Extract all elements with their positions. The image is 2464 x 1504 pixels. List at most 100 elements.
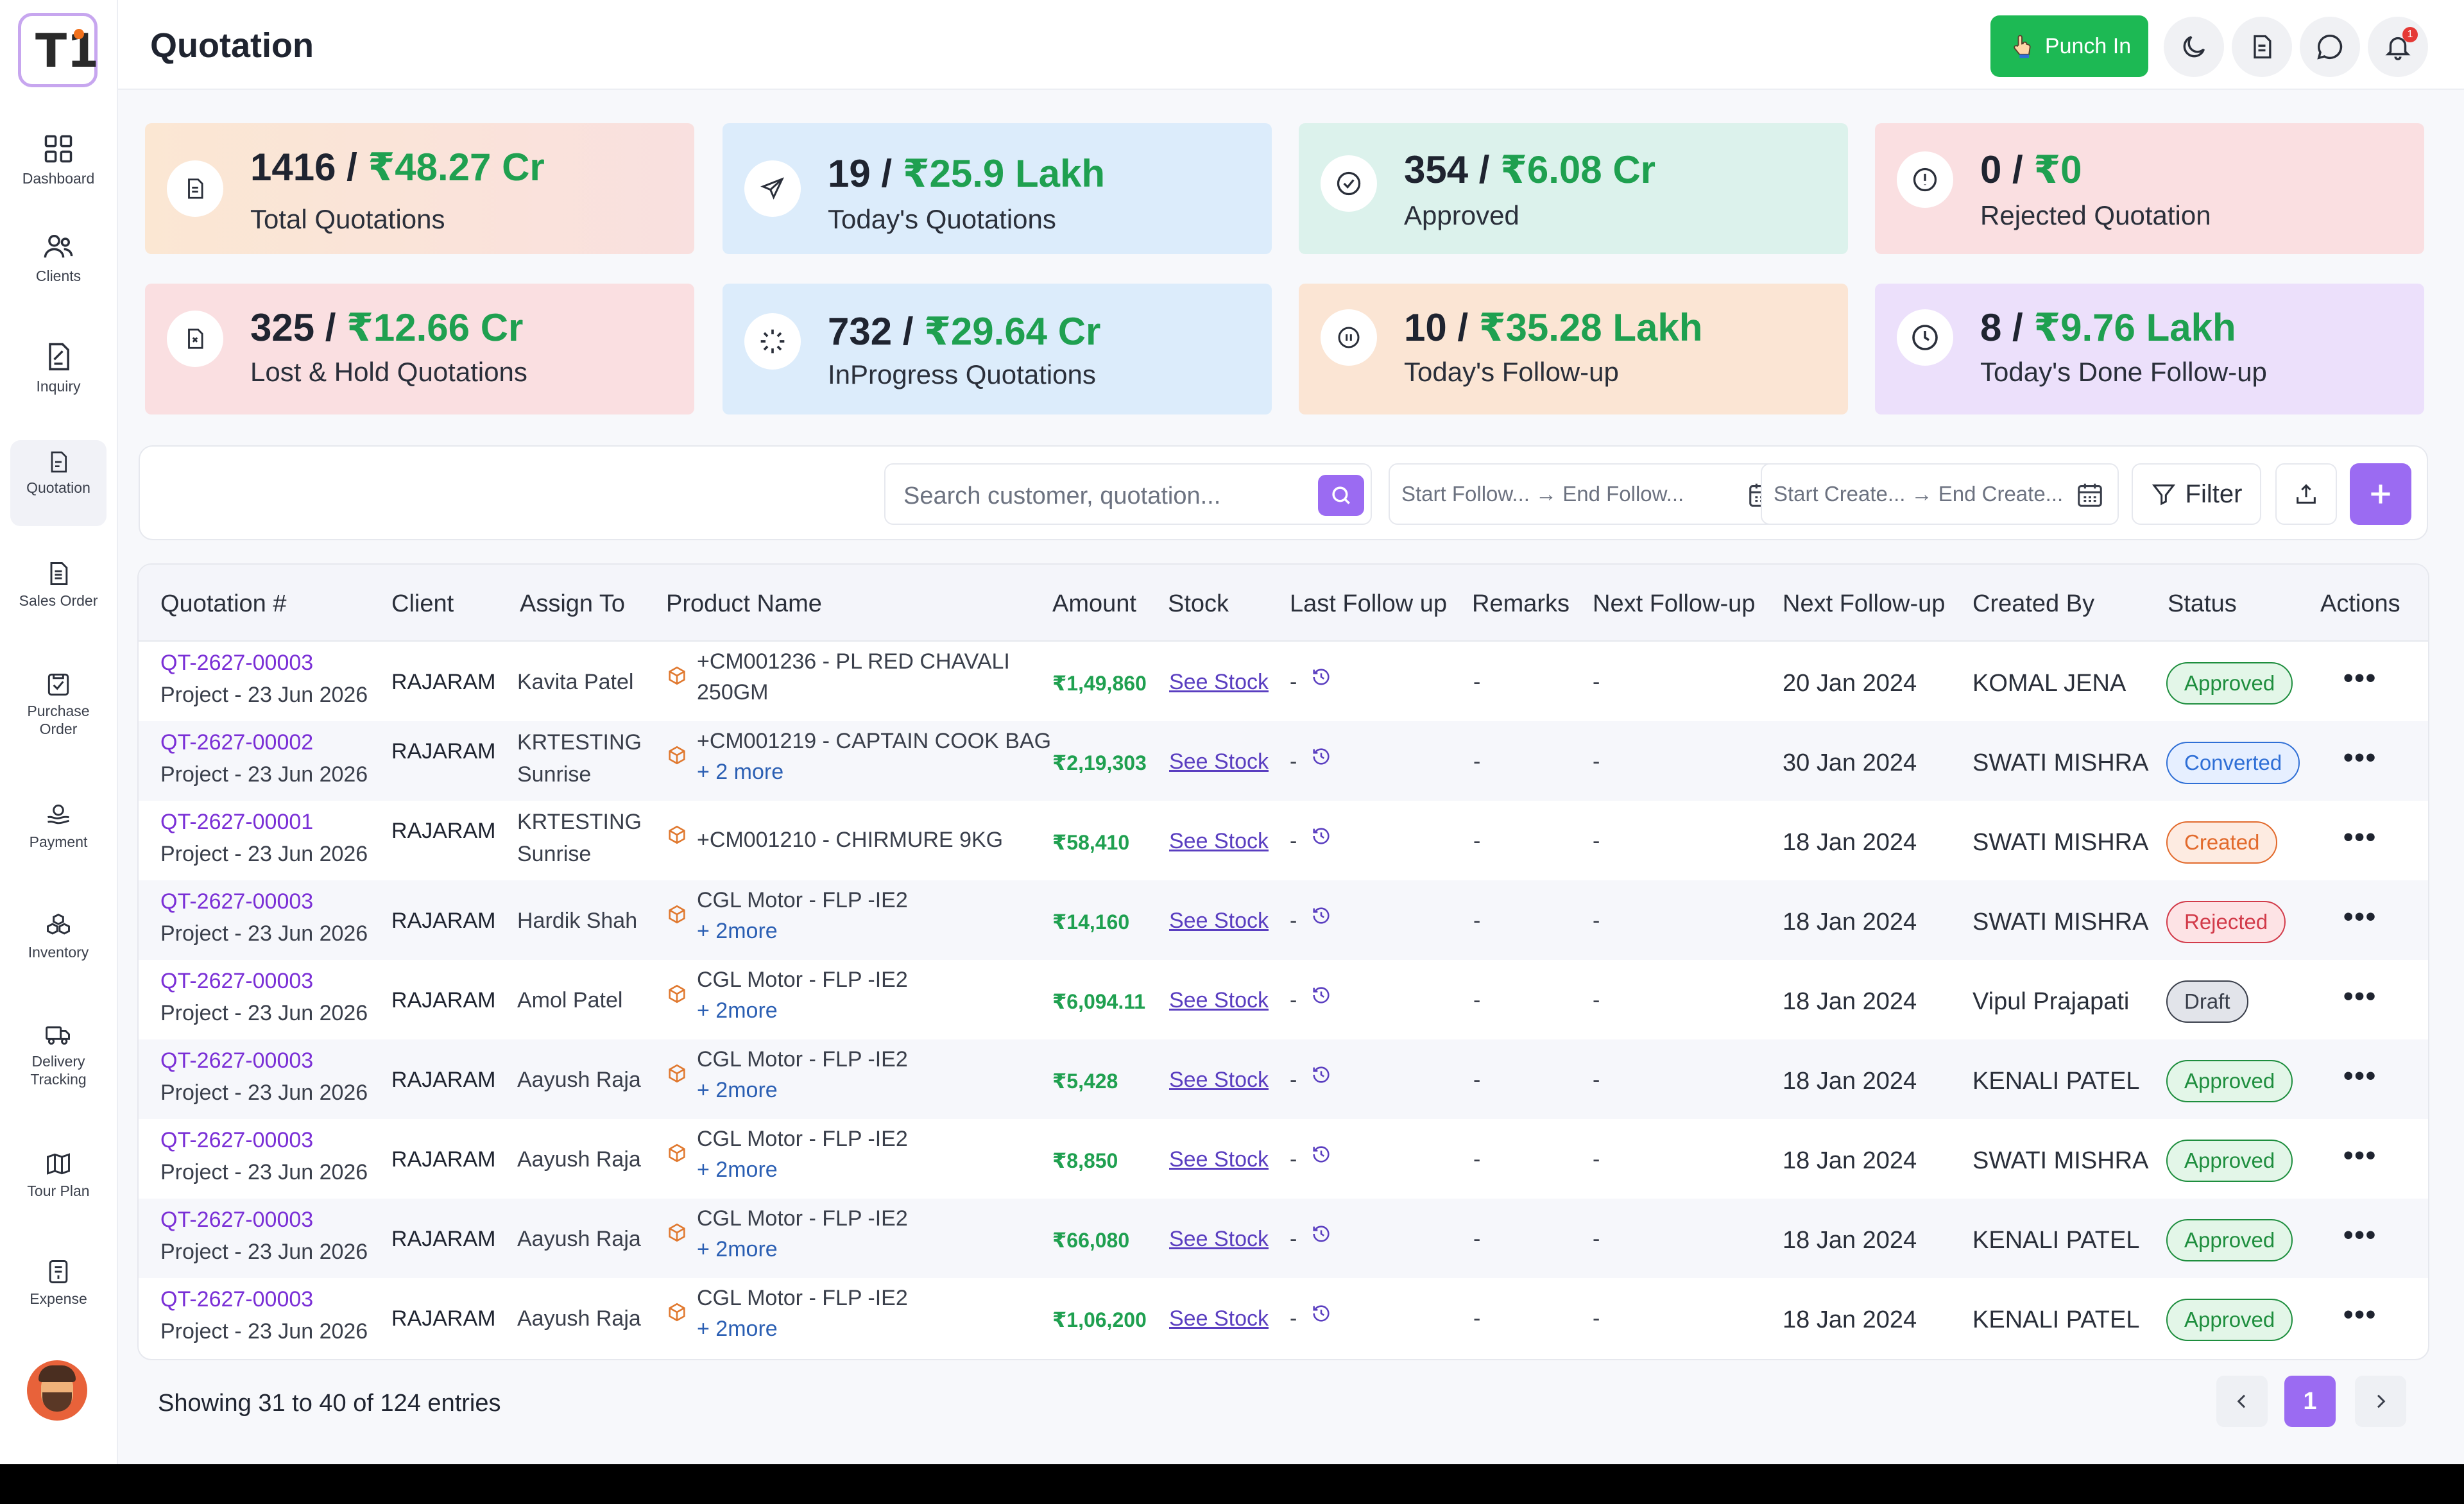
prev-page-button[interactable] — [2216, 1376, 2268, 1427]
column-header[interactable]: Stock — [1168, 590, 1229, 617]
see-stock-link[interactable]: See Stock — [1169, 1306, 1269, 1331]
quotation-number-link[interactable]: QT-2627-00001 — [160, 810, 314, 834]
follow-date-range[interactable]: Start Follow... → End Follow... — [1389, 463, 1790, 525]
see-stock-link[interactable]: See Stock — [1169, 909, 1269, 933]
row-actions-button[interactable]: ••• — [2343, 662, 2377, 694]
avatar[interactable] — [27, 1360, 87, 1421]
row-actions-button[interactable]: ••• — [2343, 901, 2377, 932]
product-more[interactable]: + 2more — [697, 1158, 778, 1182]
sidebar-item-inventory[interactable]: Inventory — [10, 911, 107, 961]
followup-history-button[interactable] — [1310, 1223, 1332, 1251]
row-actions-button[interactable]: ••• — [2343, 1219, 2377, 1251]
product-more[interactable]: + 2more — [697, 998, 778, 1023]
sidebar-item-inquiry[interactable]: Inquiry — [10, 340, 107, 395]
see-stock-link[interactable]: See Stock — [1169, 1068, 1269, 1092]
stat-card-today-followup[interactable]: 10 / ₹35.28 Lakh Today's Follow-up — [1299, 284, 1848, 414]
stat-card-rejected[interactable]: 0 / ₹0 Rejected Quotation — [1875, 123, 2424, 254]
sidebar-item-tour-plan[interactable]: Tour Plan — [10, 1150, 107, 1200]
product-more[interactable]: + 2more — [697, 1317, 778, 1341]
table-row[interactable]: QT-2627-00003 Project - 23 Jun 2026 RAJA… — [139, 880, 2428, 960]
column-header[interactable]: Remarks — [1472, 590, 1570, 617]
notes-button[interactable] — [2232, 17, 2292, 77]
product-more[interactable]: + 2more — [697, 919, 778, 943]
sidebar-item-delivery-tracking[interactable]: Delivery Tracking — [10, 1020, 107, 1088]
punch-in-button[interactable]: Punch In — [1990, 15, 2148, 77]
followup-history-button[interactable] — [1310, 666, 1332, 694]
stat-card-today[interactable]: 19 / ₹25.9 Lakh Today's Quotations — [723, 123, 1272, 254]
see-stock-link[interactable]: See Stock — [1169, 749, 1269, 774]
column-header[interactable]: Client — [391, 590, 454, 617]
column-header[interactable]: Assign To — [520, 590, 626, 617]
chat-button[interactable] — [2300, 17, 2360, 77]
table-row[interactable]: QT-2627-00002 Project - 23 Jun 2026 RAJA… — [139, 721, 2428, 801]
followup-history-button[interactable] — [1310, 905, 1332, 932]
sidebar-item-sales-order[interactable]: Sales Order — [10, 560, 107, 610]
sidebar-item-quotation[interactable]: Quotation — [10, 440, 107, 526]
column-header[interactable]: Next Follow-up — [1593, 590, 1756, 617]
table-row[interactable]: QT-2627-00003 Project - 23 Jun 2026 RAJA… — [139, 1199, 2428, 1278]
create-date-range[interactable]: Start Create... → End Create... — [1761, 463, 2119, 525]
add-quotation-button[interactable] — [2350, 463, 2411, 525]
column-header[interactable]: Amount — [1052, 590, 1136, 617]
see-stock-link[interactable]: See Stock — [1169, 988, 1269, 1013]
product-more[interactable]: + 2 more — [697, 760, 784, 784]
row-actions-button[interactable]: ••• — [2343, 1060, 2377, 1091]
followup-history-button[interactable] — [1310, 984, 1332, 1012]
row-actions-button[interactable]: ••• — [2343, 1140, 2377, 1171]
column-header[interactable]: Quotation # — [160, 590, 287, 617]
product-more[interactable]: + 2more — [697, 1237, 778, 1261]
quotation-number-link[interactable]: QT-2627-00003 — [160, 1287, 314, 1312]
quotation-number-link[interactable]: QT-2627-00003 — [160, 1048, 314, 1073]
dark-mode-button[interactable] — [2164, 17, 2224, 77]
table-row[interactable]: QT-2627-00003 Project - 23 Jun 2026 RAJA… — [139, 1119, 2428, 1199]
row-actions-button[interactable]: ••• — [2343, 980, 2377, 1012]
column-header[interactable]: Created By — [1972, 590, 2095, 617]
table-row[interactable]: QT-2627-00003 Project - 23 Jun 2026 RAJA… — [139, 642, 2428, 721]
quotation-number-link[interactable]: QT-2627-00003 — [160, 969, 314, 993]
followup-history-button[interactable] — [1310, 1064, 1332, 1091]
quotation-number-link[interactable]: QT-2627-00003 — [160, 651, 314, 675]
column-header[interactable]: Product Name — [666, 590, 822, 617]
followup-history-button[interactable] — [1310, 1303, 1332, 1330]
table-row[interactable]: QT-2627-00003 Project - 23 Jun 2026 RAJA… — [139, 1039, 2428, 1119]
quotation-number-link[interactable]: QT-2627-00003 — [160, 1128, 314, 1152]
see-stock-link[interactable]: See Stock — [1169, 670, 1269, 694]
page-button[interactable]: 1 — [2284, 1376, 2336, 1427]
quotation-number-link[interactable]: QT-2627-00003 — [160, 1208, 314, 1232]
see-stock-link[interactable]: See Stock — [1169, 829, 1269, 853]
sidebar-item-dashboard[interactable]: Dashboard — [10, 132, 107, 187]
sidebar-item-purchase-order[interactable]: Purchase Order — [10, 670, 107, 738]
notifications-button[interactable]: 1 — [2368, 17, 2428, 77]
followup-history-button[interactable] — [1310, 746, 1332, 773]
export-button[interactable] — [2275, 463, 2337, 525]
quotation-number-link[interactable]: QT-2627-00002 — [160, 730, 314, 755]
stat-card-inprogress[interactable]: 732 / ₹29.64 Cr InProgress Quotations — [723, 284, 1272, 414]
row-actions-button[interactable]: ••• — [2343, 1299, 2377, 1330]
see-stock-link[interactable]: See Stock — [1169, 1147, 1269, 1172]
see-stock-link[interactable]: See Stock — [1169, 1227, 1269, 1251]
column-header[interactable]: Actions — [2320, 590, 2400, 617]
search-button[interactable] — [1318, 475, 1364, 516]
stat-card-total[interactable]: 1416 / ₹48.27 Cr Total Quotations — [145, 123, 694, 254]
table-row[interactable]: QT-2627-00003 Project - 23 Jun 2026 RAJA… — [139, 960, 2428, 1039]
stat-card-lost-hold[interactable]: 325 / ₹12.66 Cr Lost & Hold Quotations — [145, 284, 694, 414]
next-page-button[interactable] — [2355, 1376, 2406, 1427]
followup-history-button[interactable] — [1310, 1143, 1332, 1171]
quotation-number-link[interactable]: QT-2627-00003 — [160, 889, 314, 914]
filter-button[interactable]: Filter — [2132, 463, 2261, 525]
sidebar-item-expense[interactable]: Expense — [10, 1258, 107, 1308]
table-row[interactable]: QT-2627-00003 Project - 23 Jun 2026 RAJA… — [139, 1278, 2428, 1358]
table-row[interactable]: QT-2627-00001 Project - 23 Jun 2026 RAJA… — [139, 801, 2428, 880]
row-actions-button[interactable]: ••• — [2343, 821, 2377, 853]
stat-card-approved[interactable]: 354 / ₹6.08 Cr Approved — [1299, 123, 1848, 254]
app-logo[interactable]: T1 — [18, 13, 99, 87]
followup-history-button[interactable] — [1310, 825, 1332, 853]
sidebar-item-payment[interactable]: Payment — [10, 801, 107, 851]
stat-card-done-followup[interactable]: 8 / ₹9.76 Lakh Today's Done Follow-up — [1875, 284, 2424, 414]
sidebar-item-clients[interactable]: Clients — [10, 230, 107, 285]
column-header[interactable]: Next Follow-up — [1783, 590, 1946, 617]
column-header[interactable]: Last Follow up — [1290, 590, 1448, 617]
row-actions-button[interactable]: ••• — [2343, 742, 2377, 773]
column-header[interactable]: Status — [2168, 590, 2237, 617]
product-more[interactable]: + 2more — [697, 1078, 778, 1102]
